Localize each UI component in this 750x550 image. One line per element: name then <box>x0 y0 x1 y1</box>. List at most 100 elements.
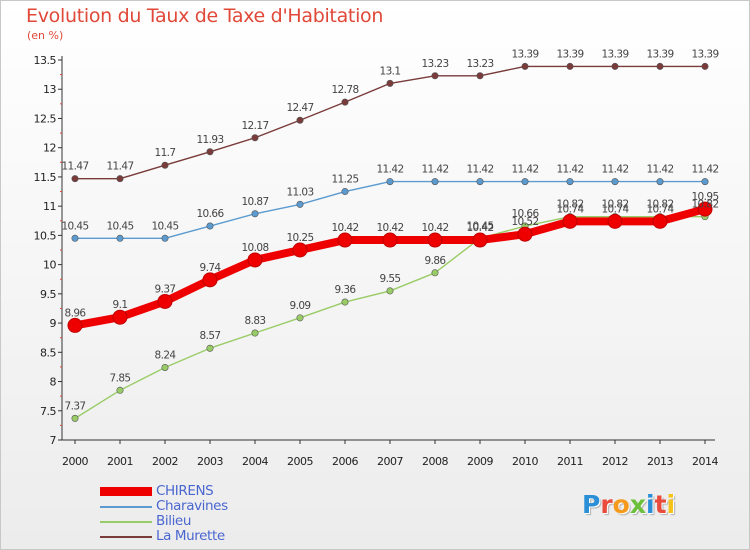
chart-legend: CHIRENS Charavines Bilieu La Murette <box>100 483 320 544</box>
legend-item-chirens: CHIRENS <box>100 483 320 499</box>
data-label-chirens: 10.95 <box>691 191 718 203</box>
data-point-chirens <box>382 232 398 248</box>
data-label-charavines: 11.42 <box>466 164 493 176</box>
data-label-la-murette: 13.39 <box>601 48 628 60</box>
data-point-charavines <box>296 200 304 208</box>
data-label-la-murette: 11.47 <box>61 161 88 173</box>
data-point-chirens <box>562 213 578 229</box>
data-point-la-murette <box>251 134 259 142</box>
data-point-bilieu <box>116 386 124 394</box>
data-point-charavines <box>521 178 529 186</box>
y-tick-label: 9 <box>50 317 57 330</box>
data-point-chirens <box>202 272 218 288</box>
legend-label: CHIRENS <box>156 483 214 499</box>
data-label-chirens: 10.52 <box>511 216 538 228</box>
data-label-chirens: 10.74 <box>601 203 629 215</box>
x-tick-label: 2005 <box>287 455 313 468</box>
data-point-charavines <box>161 234 169 242</box>
data-label-bilieu: 8.57 <box>200 330 221 342</box>
data-label-chirens: 10.42 <box>376 222 403 234</box>
data-label-la-murette: 12.17 <box>241 120 268 132</box>
data-point-la-murette <box>296 116 304 124</box>
chart-title: Evolution du Taux de Taxe d'Habitation <box>26 5 384 27</box>
data-point-bilieu <box>296 314 304 322</box>
data-label-bilieu: 10.82 <box>601 199 628 211</box>
chart-unit-label: (en %) <box>27 29 64 42</box>
legend-swatch <box>100 487 152 496</box>
data-point-charavines <box>71 234 79 242</box>
data-point-la-murette <box>386 79 394 87</box>
y-tick-label: 7 <box>50 434 57 447</box>
data-point-bilieu <box>71 414 79 422</box>
legend-item-la-murette: La Murette <box>100 528 320 544</box>
y-tick-label: 12 <box>43 142 56 155</box>
data-point-la-murette <box>431 72 439 80</box>
y-tick-label: 10.5 <box>34 229 57 242</box>
data-point-la-murette <box>476 72 484 80</box>
data-label-charavines: 11.42 <box>376 164 403 176</box>
data-point-charavines <box>206 222 214 230</box>
data-label-charavines: 10.66 <box>196 208 224 220</box>
legend-item-charavines: Charavines <box>100 498 320 514</box>
data-label-la-murette: 11.93 <box>196 134 223 146</box>
data-point-charavines <box>566 178 574 186</box>
x-tick-label: 2008 <box>422 455 448 468</box>
data-label-chirens: 9.74 <box>200 262 222 274</box>
data-point-chirens <box>337 232 353 248</box>
data-label-charavines: 11.42 <box>646 164 673 176</box>
data-label-bilieu: 10.82 <box>646 199 673 211</box>
data-point-chirens <box>517 226 533 242</box>
x-tick-label: 2007 <box>377 455 403 468</box>
y-tick-label: 11.5 <box>34 171 57 184</box>
data-label-charavines: 10.45 <box>151 220 178 232</box>
data-label-bilieu: 10.82 <box>556 199 583 211</box>
data-point-chirens <box>697 201 713 217</box>
data-label-la-murette: 12.78 <box>331 84 358 96</box>
data-label-bilieu: 9.36 <box>335 284 357 296</box>
data-label-charavines: 11.42 <box>556 164 583 176</box>
x-tick-label: 2002 <box>152 455 178 468</box>
legend-item-bilieu: Bilieu <box>100 513 320 529</box>
data-point-la-murette <box>341 98 349 106</box>
data-point-bilieu <box>386 287 394 295</box>
data-point-chirens <box>112 309 128 325</box>
data-label-charavines: 11.42 <box>511 164 538 176</box>
data-label-la-murette: 13.23 <box>421 58 448 70</box>
legend-label: Charavines <box>156 498 228 514</box>
data-label-chirens: 10.42 <box>421 222 448 234</box>
data-point-la-murette <box>71 175 79 183</box>
data-label-chirens: 10.74 <box>646 203 674 215</box>
y-tick-label: 11 <box>43 200 56 213</box>
y-tick-label: 7.5 <box>40 405 56 418</box>
legend-label: Bilieu <box>156 513 191 529</box>
data-point-chirens <box>427 232 443 248</box>
data-label-bilieu: 9.55 <box>380 273 401 285</box>
data-label-la-murette: 13.39 <box>556 48 583 60</box>
x-tick-label: 2001 <box>107 455 133 468</box>
data-label-chirens: 9.1 <box>113 299 128 311</box>
x-tick-label: 2009 <box>467 455 493 468</box>
data-label-chirens: 9.37 <box>155 283 176 295</box>
y-tick-label: 9.5 <box>40 288 56 301</box>
data-point-la-murette <box>566 62 574 70</box>
data-point-charavines <box>251 210 259 218</box>
data-point-charavines <box>656 178 664 186</box>
y-tick-label: 8 <box>50 376 57 389</box>
data-label-la-murette: 11.7 <box>155 147 176 159</box>
x-tick-label: 2006 <box>332 455 358 468</box>
data-label-bilieu: 10.45 <box>466 220 493 232</box>
data-point-bilieu <box>206 344 214 352</box>
data-point-charavines <box>701 178 709 186</box>
y-tick-label: 12.5 <box>34 112 57 125</box>
data-point-la-murette <box>611 62 619 70</box>
data-point-la-murette <box>701 62 709 70</box>
x-tick-label: 2004 <box>242 455 268 468</box>
data-point-chirens <box>157 293 173 309</box>
data-point-chirens <box>292 242 308 258</box>
proxiti-logo: Proxiti <box>582 490 676 519</box>
x-tick-label: 2013 <box>647 455 673 468</box>
x-tick-label: 2014 <box>692 455 718 468</box>
legend-label: La Murette <box>156 528 225 544</box>
x-tick-label: 2011 <box>557 455 583 468</box>
